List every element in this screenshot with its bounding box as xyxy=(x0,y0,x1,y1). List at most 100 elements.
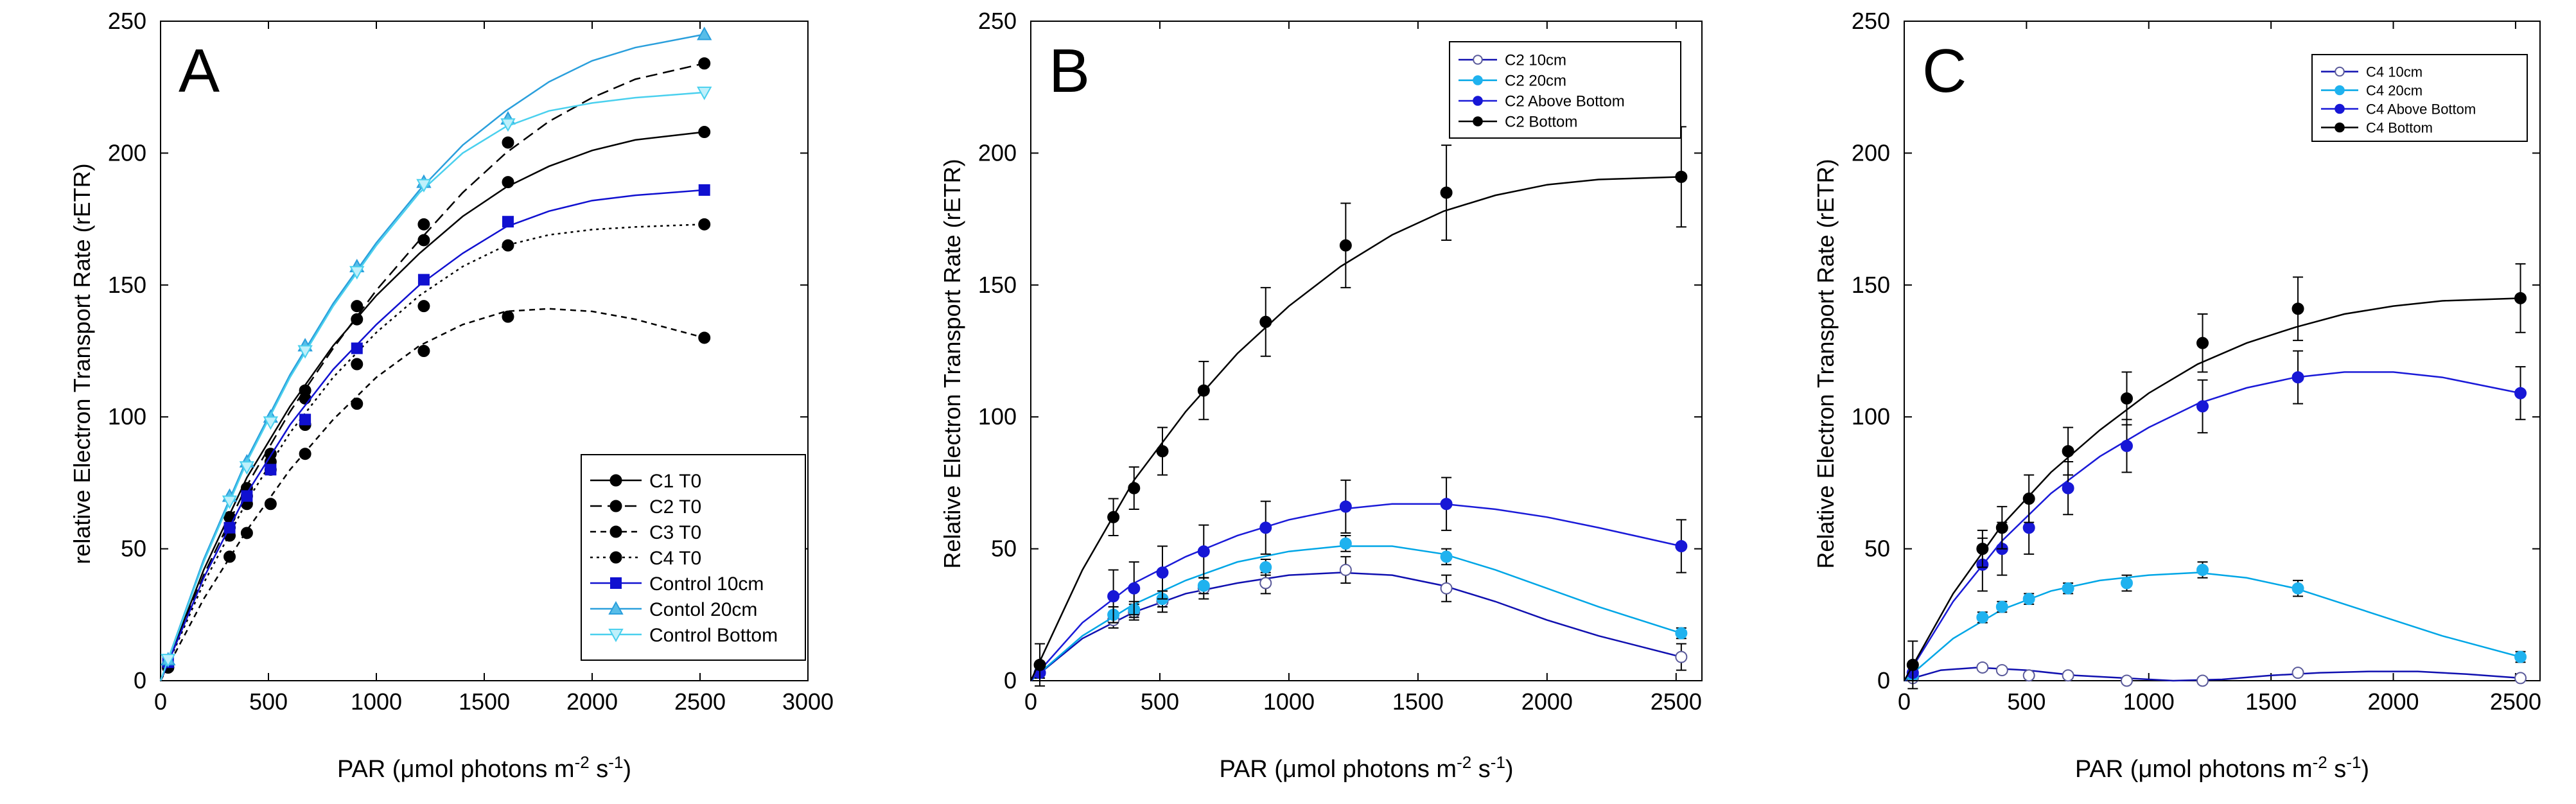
data-point xyxy=(299,384,311,397)
y-tick-label: 100 xyxy=(108,403,146,430)
data-point xyxy=(2291,667,2304,679)
data-point xyxy=(2196,336,2209,349)
data-point xyxy=(1259,521,1272,534)
data-point xyxy=(698,218,711,231)
legend-marker xyxy=(2335,122,2345,133)
legend-label: C4 20cm xyxy=(2366,82,2423,98)
x-tick-label: 2500 xyxy=(2490,688,2541,715)
data-point xyxy=(1675,627,1688,640)
data-point xyxy=(1976,611,1989,624)
data-point xyxy=(2291,582,2304,595)
data-point xyxy=(351,313,364,326)
data-point xyxy=(698,331,711,344)
data-point xyxy=(1976,661,1989,674)
data-point xyxy=(2062,669,2074,682)
panel-letter: A xyxy=(179,37,220,105)
x-axis-label-part: s xyxy=(2327,756,2347,783)
legend-marker xyxy=(2335,85,2345,96)
data-point xyxy=(2514,387,2527,399)
legend-label: C2 Above Bottom xyxy=(1505,93,1625,110)
x-tick-label: 500 xyxy=(1141,688,1179,715)
data-point xyxy=(161,654,176,668)
x-tick-label: 2000 xyxy=(1521,688,1573,715)
legend-marker xyxy=(608,600,624,615)
data-point xyxy=(417,345,430,357)
data-point xyxy=(698,184,710,196)
y-tick-label: 150 xyxy=(978,272,1017,298)
data-point xyxy=(502,216,514,228)
data-point xyxy=(1440,582,1453,595)
y-axis-label: relative Electron Transport Rate (rETR) xyxy=(69,163,95,564)
data-point xyxy=(2062,445,2074,458)
legend-label: Contol 20cm xyxy=(649,599,757,620)
panel-B: 0 500 1000 1500 2000 2500 0 50 100 150 200 250 B Rela… xyxy=(939,8,1703,783)
data-point xyxy=(502,310,514,323)
legend-label: C1 T0 xyxy=(649,471,701,492)
x-tick-label: 0 xyxy=(1898,688,1911,715)
x-axis-label-part: -2 xyxy=(2313,753,2327,772)
y-tick-label: 50 xyxy=(991,536,1017,562)
x-axis-label-part: -2 xyxy=(575,753,590,772)
y-axis-label: Relative Electron Transport Rate (rETR) xyxy=(939,159,965,568)
legend-marker xyxy=(1473,96,1483,106)
x-tick-label: 3000 xyxy=(782,688,834,715)
x-tick-label: 500 xyxy=(2007,688,2046,715)
data-point xyxy=(349,266,365,280)
x-tick-label: 1000 xyxy=(2123,688,2175,715)
data-point xyxy=(417,218,430,231)
legend-marker xyxy=(609,551,622,564)
x-axis-label-part: -1 xyxy=(608,753,623,772)
legend-label: C2 20cm xyxy=(1505,73,1566,90)
data-point xyxy=(351,342,363,354)
data-point xyxy=(241,490,253,502)
data-point xyxy=(698,126,711,139)
x-tick-label: 2000 xyxy=(2367,688,2419,715)
series-c2-above-bottom xyxy=(1030,476,1688,681)
data-point xyxy=(1995,521,2008,534)
x-axis-label-part: ) xyxy=(623,756,631,783)
data-point xyxy=(1197,545,1210,558)
data-point xyxy=(1107,590,1120,603)
fit-line xyxy=(1903,297,2521,681)
fit-line xyxy=(1030,176,1681,681)
y-tick-label: 250 xyxy=(978,8,1017,34)
y-tick-label: 200 xyxy=(1852,139,1890,166)
x-axis-label-part: -2 xyxy=(1457,753,1471,772)
x-tick-label: 1000 xyxy=(351,688,402,715)
data-point xyxy=(2022,493,2035,505)
legend-marker xyxy=(2335,103,2345,114)
series-c2-10cm xyxy=(1030,555,1688,681)
data-point xyxy=(299,448,311,460)
data-point xyxy=(2062,482,2074,494)
data-point xyxy=(1107,511,1120,523)
data-point xyxy=(1675,170,1688,183)
data-point xyxy=(1128,582,1141,595)
y-tick-label: 200 xyxy=(108,139,146,166)
data-point xyxy=(2291,371,2304,384)
data-point xyxy=(223,550,236,563)
legend-label: C3 T0 xyxy=(649,522,701,543)
data-point xyxy=(2022,593,2035,606)
x-tick-label: 1500 xyxy=(459,688,510,715)
legend-label: C4 10cm xyxy=(2366,64,2423,80)
fit-line xyxy=(1904,572,2521,681)
legend-label: C2 Bottom xyxy=(1505,114,1577,131)
fit-line xyxy=(159,308,705,681)
data-point xyxy=(416,179,432,193)
data-point xyxy=(2022,521,2035,534)
data-point xyxy=(2062,582,2074,595)
x-tick-label: 2000 xyxy=(566,688,618,715)
y-tick-label: 250 xyxy=(1852,8,1890,34)
series-c2-20cm xyxy=(1030,535,1688,681)
legend-marker xyxy=(608,629,624,643)
y-tick-label: 100 xyxy=(1852,403,1890,430)
x-tick-label: 0 xyxy=(154,688,167,715)
data-point xyxy=(2514,672,2527,685)
data-point xyxy=(240,527,253,539)
panel-letter: B xyxy=(1049,37,1090,105)
legend: C1 T0 C2 T0 C3 T0 C4 T0 Control 10cm Contol 2… xyxy=(581,454,806,661)
legend-label: Control Bottom xyxy=(649,625,778,646)
legend-marker xyxy=(1473,116,1483,127)
data-point xyxy=(1906,658,1919,671)
